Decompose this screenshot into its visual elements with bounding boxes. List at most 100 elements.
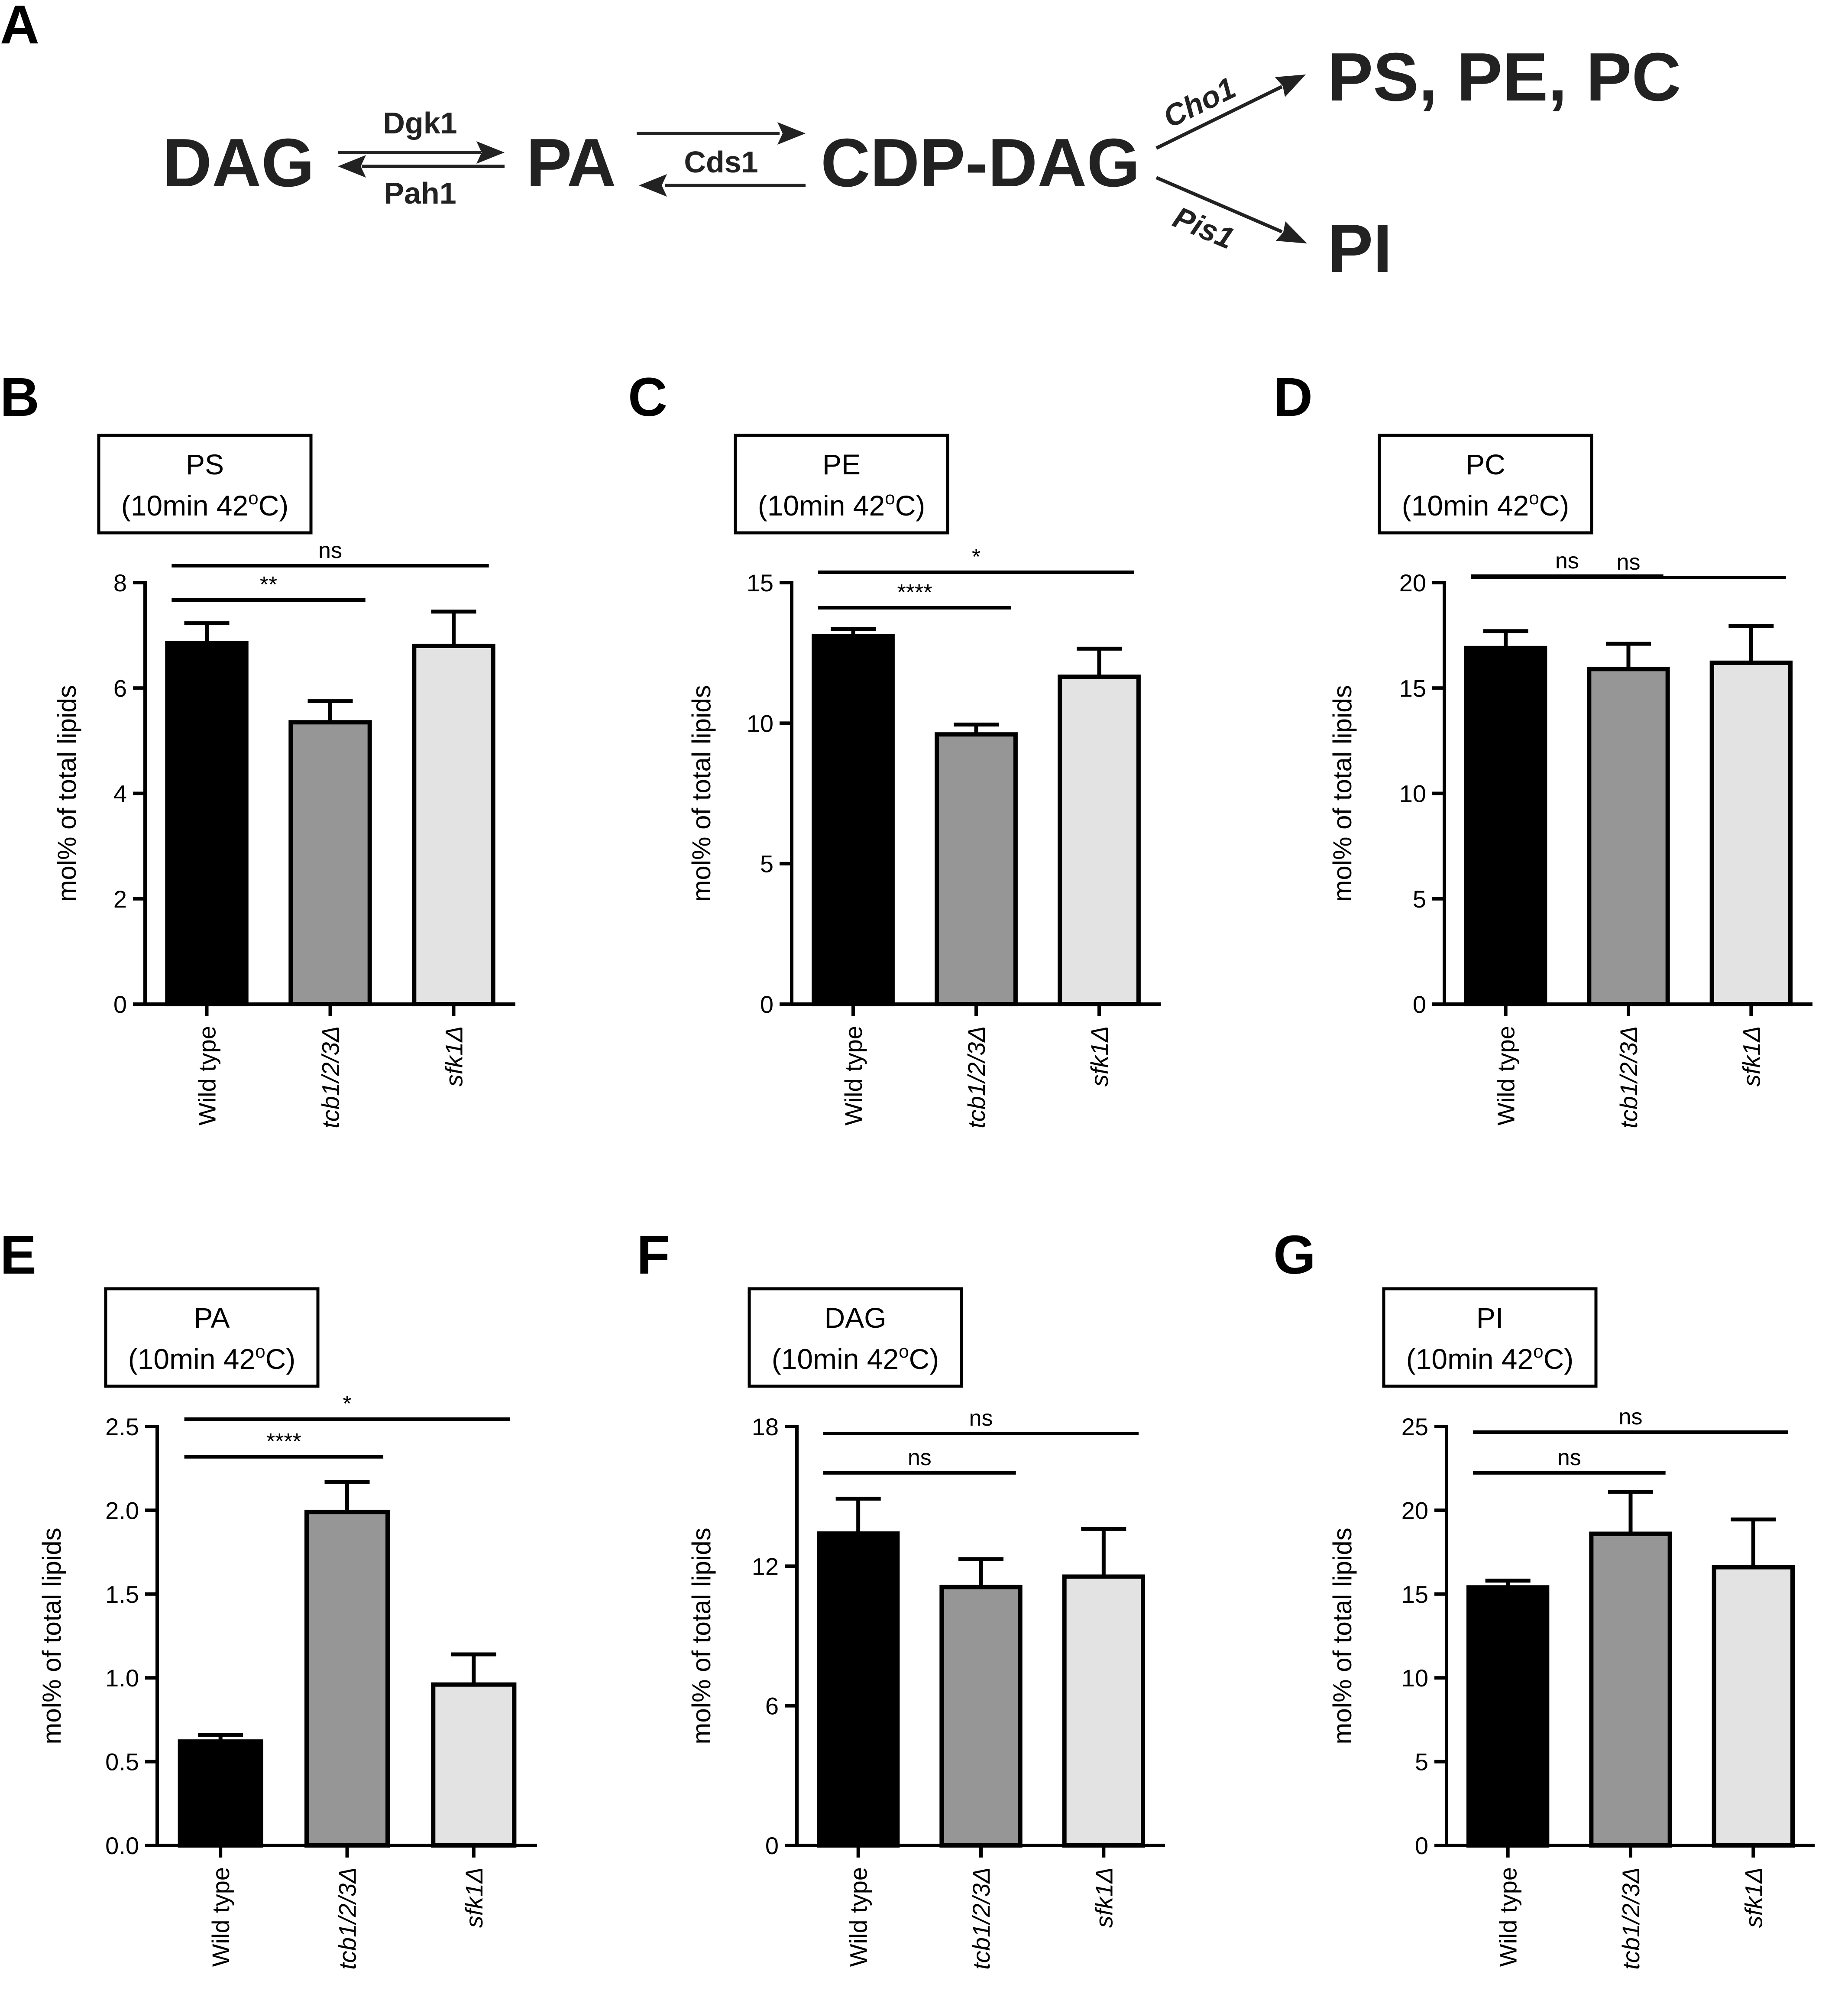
significance-label: ** [260, 572, 277, 597]
y-tick-label: 6 [113, 674, 127, 702]
y-axis-label: mol% of total lipids [1328, 1527, 1357, 1744]
pathway-diagram: A DAG PA CDP-DAG PS, PE, PC PI Dgk1 Pah1… [0, 0, 1681, 287]
chart-title-box [748, 1287, 963, 1388]
category-label: Wild type [840, 1026, 867, 1125]
y-tick-label: 0.0 [105, 1832, 139, 1859]
bar-2 [288, 720, 372, 1006]
significance-label: ns [318, 538, 342, 563]
chart-title-box [1382, 1287, 1598, 1388]
y-tick-label: 5 [1413, 885, 1426, 913]
bar-1 [1466, 1585, 1550, 1848]
chart-title-line-1: PC [1466, 448, 1505, 480]
significance-label: * [343, 1391, 351, 1417]
panel-e-chart: E PA (10min 42oC) 0.0 0.5 1.0 1.5 2.0 2.5 mol% of… [0, 1224, 537, 1970]
node-pa: PA [526, 125, 616, 201]
chart-title-line-2: (10min 42oC) [121, 488, 289, 522]
chart-title-line-1: PI [1476, 1302, 1503, 1334]
panel-g-chart: G PI (10min 42oC) 0 5 10 15 20 25 mol% of total l… [1273, 1224, 1815, 1970]
arrow-cdp-dag-to-pa [639, 174, 806, 197]
y-axis-label: mol% of total lipids [687, 685, 716, 901]
bar-3 [1709, 660, 1793, 1006]
panel-letter-e: E [0, 1224, 36, 1285]
category-label: sfk1Δ [460, 1867, 488, 1928]
y-tick-label: 2 [113, 885, 127, 913]
y-tick-label: 4 [113, 780, 127, 807]
y-tick-label: 18 [752, 1413, 779, 1440]
bar-chart-panels: B PS (10min 42oC) 0 2 4 6 8 mol% of total lipids… [0, 366, 1815, 1970]
y-tick-label: 6 [765, 1692, 779, 1720]
category-label: tcb1/2/3Δ [1617, 1867, 1644, 1970]
y-tick-label: 0 [113, 991, 127, 1018]
arrow-pa-to-cdp-dag [637, 122, 806, 145]
category-label: tcb1/2/3Δ [317, 1026, 344, 1128]
category-label: Wild type [207, 1867, 234, 1967]
significance-label: ns [908, 1445, 932, 1470]
category-label: Wild type [1495, 1867, 1522, 1967]
arrow-cdp-dag-to-ps [1155, 75, 1306, 150]
bar-3 [412, 643, 495, 1006]
bar-1 [178, 1739, 263, 1848]
chart-title-line-1: DAG [824, 1302, 886, 1334]
y-tick-label: 12 [752, 1553, 779, 1580]
significance-label: **** [266, 1429, 301, 1454]
arrow-cdp-dag-to-pi [1155, 176, 1307, 243]
bar-2 [1589, 1531, 1672, 1848]
chart-title-box [104, 1287, 320, 1388]
category-label: sfk1Δ [1740, 1867, 1767, 1928]
arrow-pa-to-dag [338, 155, 505, 178]
y-axis-label: mol% of total lipids [1328, 685, 1357, 901]
bar-1 [812, 634, 895, 1007]
significance-label: **** [897, 580, 932, 605]
bar-3 [1058, 674, 1141, 1006]
y-tick-label: 10 [1401, 1664, 1428, 1692]
y-tick-label: 20 [1399, 569, 1426, 597]
category-label: sfk1Δ [440, 1026, 468, 1086]
category-label: tcb1/2/3Δ [334, 1867, 361, 1970]
chart-title-box [1378, 434, 1593, 535]
category-label: tcb1/2/3Δ [968, 1867, 995, 1970]
category-label: tcb1/2/3Δ [963, 1026, 990, 1128]
y-tick-label: 1.0 [105, 1664, 139, 1692]
bar-2 [1587, 667, 1670, 1006]
y-tick-label: 5 [1415, 1748, 1428, 1776]
chart-title-line-2: (10min 42oC) [128, 1341, 296, 1375]
node-cdp-dag: CDP-DAG [821, 125, 1140, 201]
bar-3 [1062, 1574, 1146, 1848]
y-tick-label: 8 [113, 569, 127, 597]
y-tick-label: 15 [747, 569, 774, 597]
y-tick-label: 25 [1401, 1413, 1428, 1440]
chart-title-line-2: (10min 42oC) [758, 488, 926, 522]
y-tick-label: 15 [1401, 1581, 1428, 1608]
enzyme-cds1: Cds1 [684, 145, 758, 179]
category-label: Wild type [194, 1026, 221, 1125]
chart-title-line-2: (10min 42oC) [772, 1341, 939, 1375]
y-tick-label: 2.0 [105, 1497, 139, 1524]
chart-title-line-1: PS [186, 448, 224, 480]
significance-label: ns [969, 1406, 993, 1431]
chart-title-line-1: PA [194, 1302, 230, 1334]
y-tick-label: 0 [760, 991, 774, 1018]
y-axis-label: mol% of total lipids [52, 685, 81, 901]
y-tick-label: 20 [1401, 1497, 1428, 1524]
panel-d-chart: D PC (10min 42oC) 0 5 10 15 20 mol% of total lip… [1273, 366, 1812, 1128]
node-ps-pe-pc: PS, PE, PC [1327, 39, 1681, 115]
node-dag: DAG [162, 125, 314, 201]
bar-1 [1464, 645, 1547, 1006]
panel-letter-a: A [0, 0, 39, 55]
panel-f-chart: F DAG (10min 42oC) 0 6 12 18 mol% of total lipi… [637, 1224, 1165, 1970]
chart-title-line-1: PE [822, 448, 861, 480]
significance-label: ns [1557, 1445, 1581, 1470]
category-label: Wild type [1492, 1026, 1520, 1125]
node-pi: PI [1327, 211, 1392, 287]
bar-2 [304, 1510, 390, 1848]
y-tick-label: 10 [1399, 780, 1426, 807]
y-tick-label: 15 [1399, 674, 1426, 702]
bar-1 [817, 1531, 900, 1848]
chart-title-box [734, 434, 949, 535]
panel-b-chart: B PS (10min 42oC) 0 2 4 6 8 mol% of total lipids… [0, 366, 515, 1128]
category-label: tcb1/2/3Δ [1615, 1026, 1642, 1128]
significance-label: * [972, 545, 981, 570]
bar-1 [165, 641, 249, 1006]
bar-3 [431, 1682, 517, 1848]
panel-letter-g: G [1273, 1224, 1316, 1285]
